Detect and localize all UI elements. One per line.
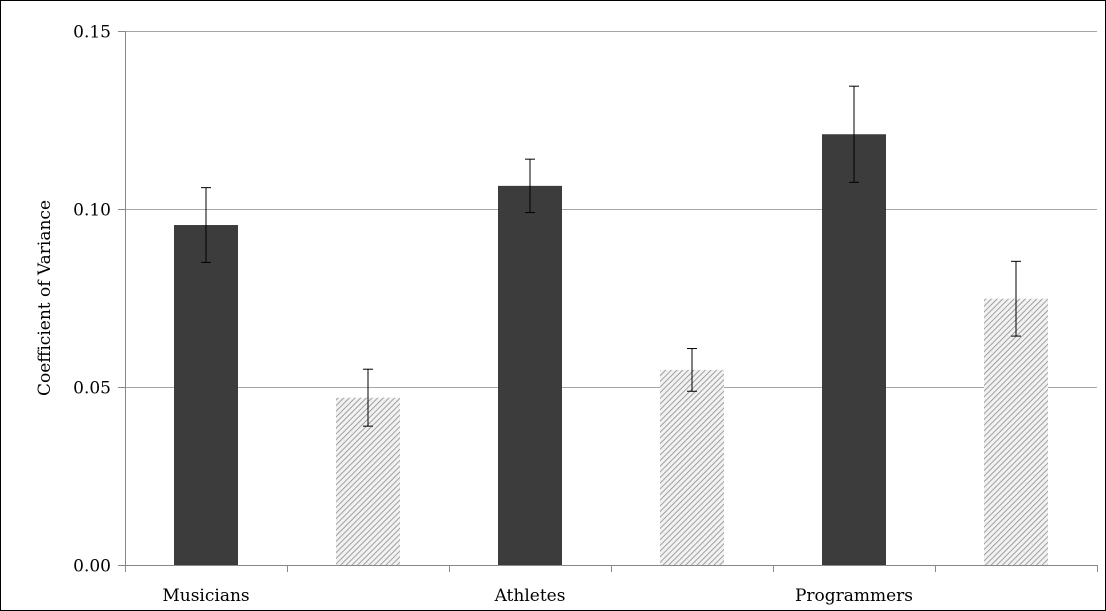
- x-tick-label: Musicians: [162, 586, 249, 606]
- y-tick-label: 0.00: [73, 557, 111, 577]
- x-tick-label: Athletes: [494, 586, 566, 606]
- x-tick-labels: Musicians Athletes Programmers: [162, 586, 913, 606]
- bar-4: [660, 369, 724, 565]
- y-tick-label: 0.05: [73, 379, 111, 399]
- y-axis-title: Coefficient of Variance: [35, 200, 55, 396]
- error-bars: [201, 85, 1021, 427]
- bar-6: [984, 298, 1048, 565]
- bars: [174, 134, 1048, 566]
- y-tick-label: 0.10: [73, 201, 111, 221]
- axes: [118, 31, 1098, 572]
- y-tick-label: 0.15: [73, 23, 111, 43]
- bar-3: [498, 185, 562, 566]
- bar-1: [174, 225, 238, 565]
- y-tick-labels: 0.00 0.05 0.10 0.15: [73, 23, 111, 577]
- gridlines: [125, 31, 1097, 388]
- x-tick-label: Programmers: [795, 586, 913, 606]
- bar-5: [822, 134, 886, 566]
